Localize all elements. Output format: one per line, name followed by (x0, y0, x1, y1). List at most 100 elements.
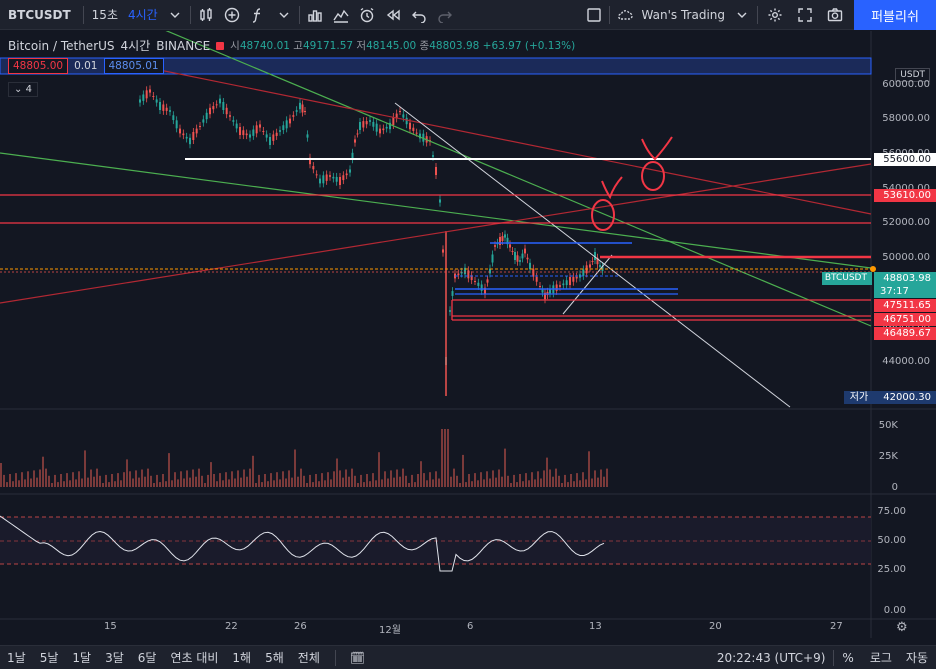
volume-bar (111, 474, 113, 487)
chart-type-button[interactable] (193, 0, 219, 30)
clock-label[interactable]: 20:22:43 (UTC+9) (716, 650, 826, 665)
alert-button[interactable] (354, 0, 380, 30)
layout-name[interactable]: Wan's Trading (641, 7, 725, 22)
range-button[interactable]: 1날 (7, 651, 26, 665)
volume-bar (21, 472, 23, 487)
candle-body (519, 260, 521, 262)
volume-bar (456, 475, 458, 487)
axis-settings-gear-icon[interactable]: ⚙ (896, 620, 908, 635)
volume-bar (39, 469, 41, 487)
screenshot-button[interactable] (820, 0, 850, 30)
candle-body (332, 176, 335, 179)
add-indicator-button[interactable] (219, 0, 245, 30)
volume-bar (75, 479, 77, 487)
blue-zone-rectangle[interactable] (0, 57, 872, 75)
volume-bar (582, 472, 584, 487)
candle-body (494, 245, 496, 247)
chevron-down-icon (170, 12, 180, 18)
range-button[interactable]: 3달 (105, 651, 124, 665)
volume-bar (360, 474, 362, 487)
candle-body (451, 291, 454, 296)
goto-date-button[interactable]: 🗓 (344, 651, 371, 665)
publish-button[interactable]: 퍼블리쉬 (854, 0, 936, 30)
chart-canvas[interactable] (0, 31, 936, 638)
range-button[interactable]: 연초 대비 (170, 651, 219, 665)
range-button[interactable]: 6달 (137, 651, 157, 665)
candle-body (504, 234, 506, 238)
volume-bar (450, 476, 452, 487)
volume-bar (231, 471, 233, 487)
interval-15s-button[interactable]: 15초 (91, 8, 118, 22)
auto-toggle[interactable]: 자동 (905, 651, 928, 665)
financials-button[interactable] (302, 0, 328, 30)
layout-dropdown[interactable] (729, 0, 755, 30)
range-button[interactable]: 1달 (72, 651, 92, 665)
indicators-dropdown[interactable] (271, 0, 297, 30)
log-toggle[interactable]: 로그 (869, 651, 892, 665)
candle-body (275, 132, 278, 136)
volume-bar (138, 477, 140, 487)
volume-bar (81, 478, 83, 487)
interval-dropdown[interactable] (162, 0, 188, 30)
candle-body (596, 257, 599, 265)
undo-button[interactable] (406, 0, 432, 30)
candle-body (514, 252, 516, 260)
volume-bar (567, 482, 569, 487)
calendar-icon: 🗓 (349, 650, 366, 665)
sell-button[interactable]: 48805.00 (8, 58, 69, 74)
symbol-title[interactable]: Bitcoin / TetherUS (8, 38, 115, 53)
fullscreen-button[interactable] (790, 0, 820, 30)
handdrawn-check-mark[interactable] (601, 176, 623, 200)
label-47511: 47511.65 (874, 299, 936, 312)
range-button[interactable]: 5날 (39, 651, 59, 665)
range-button[interactable]: 전체 (297, 651, 320, 665)
percent-toggle[interactable]: % (842, 650, 854, 665)
candle-body (382, 128, 385, 131)
legend-exchange: BINANCE (156, 38, 211, 53)
handdrawn-check-mark-2[interactable] (641, 136, 673, 161)
cloud-save-icon-button[interactable] (612, 0, 638, 30)
interval-4h-button[interactable]: 4시간 (127, 8, 158, 22)
volume-bar (213, 474, 215, 487)
range-button[interactable]: 1해 (232, 651, 252, 665)
white-support-line[interactable] (562, 254, 613, 315)
volume-bar (549, 469, 551, 487)
chart-area[interactable]: USDT (0, 31, 936, 638)
handdrawn-circle[interactable] (591, 199, 615, 231)
white-trendline[interactable] (394, 102, 791, 408)
price-tick-label: 52000.00 (882, 217, 930, 228)
handdrawn-circle-2[interactable] (641, 161, 665, 191)
volume-bar (426, 480, 428, 487)
candle-body (222, 102, 225, 110)
indicators-button[interactable] (245, 0, 271, 30)
replay-button[interactable] (380, 0, 406, 30)
settings-button[interactable] (760, 0, 790, 30)
volume-bar (183, 478, 185, 487)
volume-bar (555, 468, 557, 487)
buy-button[interactable]: 48805.01 (103, 58, 164, 74)
candle-body (460, 271, 463, 274)
volume-bar (432, 479, 434, 487)
candle-body (279, 130, 281, 132)
drawings-layer[interactable] (0, 31, 872, 408)
red-trendline-2[interactable] (0, 163, 872, 304)
range-button[interactable]: 5해 (265, 651, 284, 665)
green-trendline-1[interactable] (0, 31, 872, 327)
volume-bar (93, 476, 95, 487)
currency-button[interactable]: USDT (895, 68, 930, 82)
symbol-search-button[interactable]: BTCUSDT (8, 7, 71, 22)
volume-bar (261, 482, 263, 487)
volume-bar (201, 475, 203, 487)
red-trendline-1[interactable] (129, 63, 872, 215)
green-trendline-2[interactable] (0, 152, 872, 269)
gear-icon (768, 8, 782, 21)
volume-bar (258, 474, 260, 487)
select-layout-button[interactable] (581, 0, 607, 30)
candle-body (449, 310, 451, 312)
plus-circle-icon (224, 7, 239, 22)
volume-bar (177, 479, 179, 487)
compare-button[interactable] (328, 0, 354, 30)
redo-button[interactable] (432, 0, 458, 30)
volume-bar (408, 483, 410, 487)
indicators-toggle-button[interactable]: ⌄ 4 (8, 82, 38, 97)
